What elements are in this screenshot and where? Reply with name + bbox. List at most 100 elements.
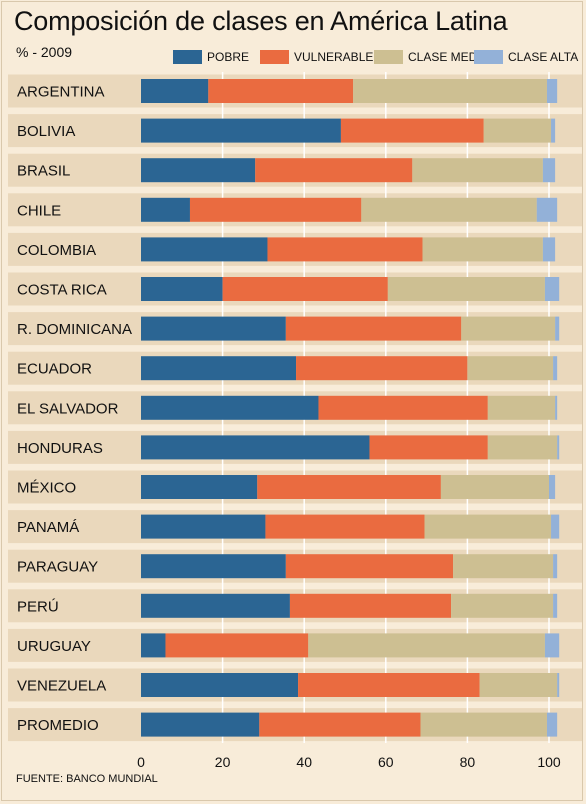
bar-clase-alta bbox=[555, 395, 558, 420]
row-label: MÉXICO bbox=[17, 480, 76, 497]
bar-clase-media bbox=[412, 158, 543, 183]
bar-clase-media bbox=[483, 118, 552, 143]
bar-clase-media bbox=[467, 356, 554, 381]
bar-pobre bbox=[141, 79, 209, 103]
row-label: PANAMÁ bbox=[17, 519, 79, 536]
bar-clase-media bbox=[361, 197, 537, 222]
bar-pobre bbox=[141, 673, 299, 697]
bar-pobre bbox=[141, 435, 370, 460]
legend-swatch bbox=[260, 50, 289, 64]
bar-vulnerable bbox=[257, 475, 441, 499]
bar-vulnerable bbox=[189, 197, 362, 222]
bar-vulnerable bbox=[340, 118, 484, 143]
bar-pobre bbox=[141, 593, 290, 618]
row-label: COLOMBIA bbox=[17, 242, 96, 259]
row-label: BRASIL bbox=[17, 163, 70, 180]
bar-pobre bbox=[141, 316, 286, 341]
bar-clase-media bbox=[387, 277, 545, 301]
bar-vulnerable bbox=[265, 514, 425, 539]
bar-vulnerable bbox=[259, 712, 421, 737]
source-note: FUENTE: BANCO MUNDIAL bbox=[16, 773, 158, 785]
bar-vulnerable bbox=[208, 79, 354, 103]
row-label: VENEZUELA bbox=[17, 678, 106, 695]
bar-clase-alta bbox=[557, 673, 560, 697]
row-label: ARGENTINA bbox=[17, 84, 105, 101]
bar-vulnerable bbox=[267, 237, 423, 262]
bar-pobre bbox=[141, 395, 319, 420]
row-label: EL SALVADOR bbox=[17, 400, 119, 417]
bar-vulnerable bbox=[296, 356, 468, 381]
bar-pobre bbox=[141, 118, 341, 143]
bar-clase-alta bbox=[536, 197, 558, 222]
bar-pobre bbox=[141, 356, 297, 381]
bar-clase-alta bbox=[542, 237, 556, 262]
bar-clase-media bbox=[487, 435, 558, 460]
legend-label: POBRE bbox=[207, 50, 250, 64]
row-label: PROMEDIO bbox=[17, 717, 99, 734]
bar-vulnerable bbox=[289, 593, 452, 618]
bar-clase-alta bbox=[557, 435, 560, 460]
row-label: R. DOMINICANA bbox=[17, 321, 132, 338]
row-label: COSTA RICA bbox=[17, 282, 107, 299]
x-tick-label: 0 bbox=[137, 754, 145, 770]
bar-clase-alta bbox=[546, 712, 558, 737]
x-tick-label: 60 bbox=[378, 754, 394, 770]
bar-clase-media bbox=[353, 79, 547, 103]
bar-clase-media bbox=[422, 237, 543, 262]
bar-clase-alta bbox=[553, 356, 558, 381]
row-label: PERÚ bbox=[17, 598, 59, 615]
bar-clase-media bbox=[461, 316, 556, 341]
bar-clase-alta bbox=[553, 593, 558, 618]
legend-label: CLASE ALTA bbox=[508, 50, 579, 64]
bar-pobre bbox=[141, 158, 256, 183]
x-tick-label: 40 bbox=[296, 754, 312, 770]
bar-clase-media bbox=[424, 514, 552, 539]
legend-item-pobre: POBRE bbox=[173, 48, 249, 66]
row-label: BOLIVIA bbox=[17, 123, 75, 140]
bar-vulnerable bbox=[369, 435, 488, 460]
legend-item-clase-alta: CLASE ALTA bbox=[474, 48, 578, 66]
bar-clase-alta bbox=[549, 475, 556, 499]
x-tick-label: 80 bbox=[460, 754, 476, 770]
bar-pobre bbox=[141, 554, 286, 579]
bar-vulnerable bbox=[285, 316, 462, 341]
bar-clase-alta bbox=[546, 79, 558, 103]
bar-clase-media bbox=[440, 475, 549, 499]
legend-swatch bbox=[474, 50, 503, 64]
bar-clase-media bbox=[453, 554, 554, 579]
bar-vulnerable bbox=[285, 554, 454, 579]
bar-pobre bbox=[141, 633, 166, 658]
bar-clase-media bbox=[451, 593, 554, 618]
legend: POBRE VULNERABLE CLASE MEDIA CLASE ALTA bbox=[0, 48, 586, 68]
bar-clase-alta bbox=[551, 118, 556, 143]
bar-clase-media bbox=[479, 673, 558, 697]
row-label: URUGUAY bbox=[17, 638, 91, 655]
bar-vulnerable bbox=[222, 277, 388, 301]
legend-label: CLASE MEDIA bbox=[408, 50, 489, 64]
bar-clase-alta bbox=[555, 316, 560, 341]
chart-subtitle: % - 2009 bbox=[16, 44, 73, 60]
legend-item-vulnerable: VULNERABLE bbox=[260, 48, 373, 66]
bar-vulnerable bbox=[318, 395, 488, 420]
bar-vulnerable bbox=[165, 633, 309, 658]
legend-swatch bbox=[374, 50, 403, 64]
bar-clase-media bbox=[420, 712, 547, 737]
bar-clase-alta bbox=[553, 554, 558, 579]
x-tick-label: 20 bbox=[215, 754, 231, 770]
bar-vulnerable bbox=[255, 158, 413, 183]
bar-pobre bbox=[141, 475, 258, 499]
row-label: ECUADOR bbox=[17, 361, 92, 378]
row-label: HONDURAS bbox=[17, 440, 103, 457]
row-label: PARAGUAY bbox=[17, 559, 98, 576]
bar-vulnerable bbox=[298, 673, 480, 697]
bar-clase-alta bbox=[544, 633, 560, 658]
legend-label: VULNERABLE bbox=[294, 50, 374, 64]
bar-pobre bbox=[141, 277, 223, 301]
legend-swatch bbox=[173, 50, 202, 64]
bar-clase-media bbox=[308, 633, 545, 658]
bar-pobre bbox=[141, 197, 190, 222]
bar-pobre bbox=[141, 712, 260, 737]
bar-clase-alta bbox=[542, 158, 556, 183]
